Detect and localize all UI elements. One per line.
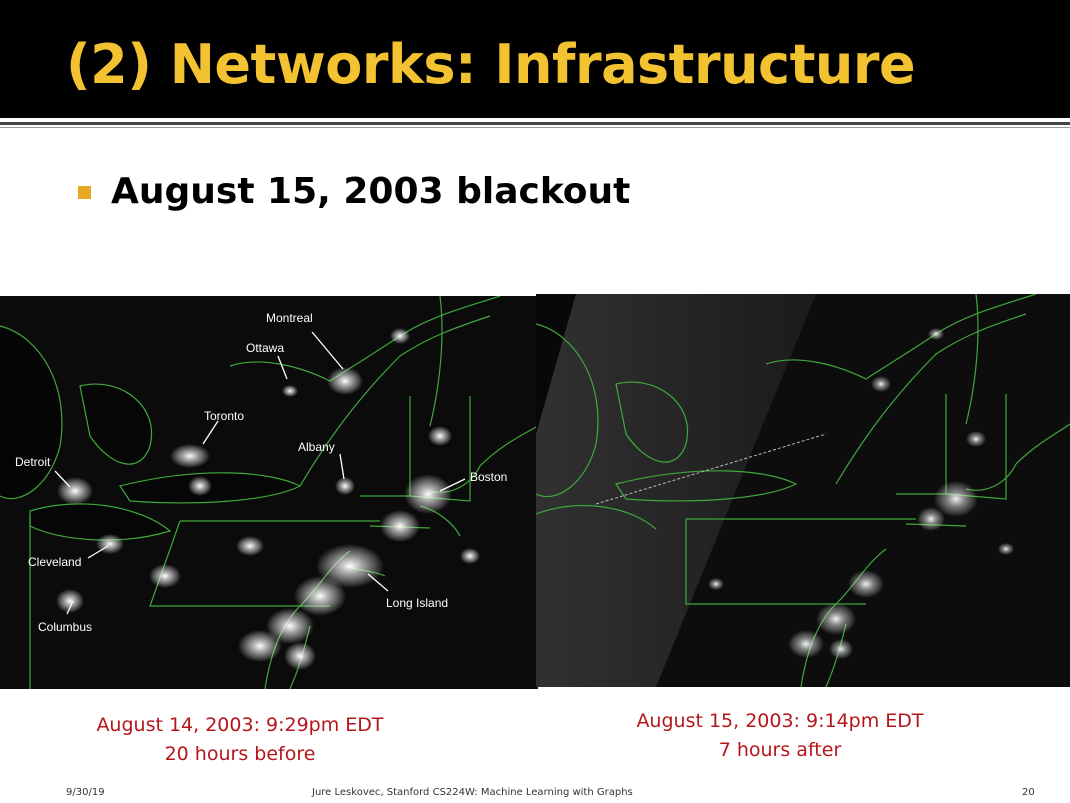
label-albany: Albany — [298, 440, 335, 454]
caption-after-line2: 7 hours after — [718, 739, 842, 761]
caption-before-line2: 20 hours before — [164, 743, 316, 765]
label-boston: Boston — [470, 470, 507, 484]
footer-date: 9/30/19 — [66, 787, 105, 798]
label-long-island: Long Island — [386, 596, 448, 610]
slide-title: (2) Networks: Infrastructure — [66, 33, 916, 96]
bullet-square-icon — [78, 185, 91, 199]
footer-credit: Jure Leskovec, Stanford CS224W: Machine … — [312, 787, 633, 798]
title-rule — [0, 122, 1070, 125]
label-montreal: Montreal — [266, 311, 313, 325]
caption-before-line1: August 14, 2003: 9:29pm EDT — [96, 714, 384, 736]
bullet-item: August 15, 2003 blackout — [78, 168, 630, 216]
caption-before: August 14, 2003: 9:29pm EDT 20 hours bef… — [70, 711, 410, 769]
label-toronto: Toronto — [204, 409, 244, 423]
bullet-text: August 15, 2003 blackout — [111, 171, 631, 212]
label-detroit: Detroit — [15, 455, 51, 469]
satellite-map-after — [536, 294, 1070, 687]
caption-after-line1: August 15, 2003: 9:14pm EDT — [636, 710, 924, 732]
label-cleveland: Cleveland — [28, 555, 81, 569]
title-bar: (2) Networks: Infrastructure — [0, 0, 1070, 118]
caption-after: August 15, 2003: 9:14pm EDT 7 hours afte… — [610, 707, 950, 765]
satellite-map-before: Montreal Ottawa Toronto Albany Detroit B… — [0, 296, 538, 689]
page-number: 20 — [1022, 787, 1035, 798]
label-columbus: Columbus — [38, 620, 92, 634]
title-rule-thin — [0, 127, 1070, 128]
label-ottawa: Ottawa — [246, 341, 284, 355]
